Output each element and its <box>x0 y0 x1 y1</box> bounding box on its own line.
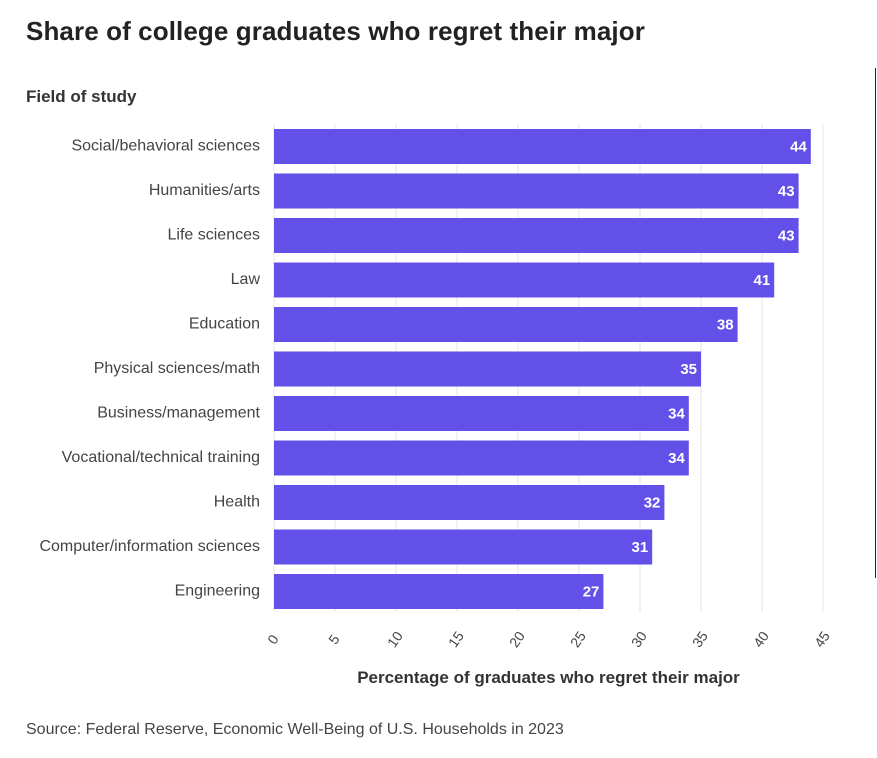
bar <box>274 440 689 476</box>
value-labels: 44 43 43 41 38 35 34 34 32 31 27 <box>583 138 808 600</box>
category-label: Education <box>189 316 260 333</box>
x-tick-labels: 0 5 10 15 20 25 30 35 40 45 <box>264 628 833 650</box>
value-label: 27 <box>583 583 600 600</box>
bar <box>274 351 701 387</box>
value-label: 43 <box>778 227 795 244</box>
bar <box>274 173 799 209</box>
bar <box>274 262 775 298</box>
bar <box>274 485 665 520</box>
x-tick-label: 5 <box>325 631 343 647</box>
x-tick-label: 0 <box>264 631 282 647</box>
category-label: Business/management <box>97 405 260 422</box>
category-label: Humanities/arts <box>149 182 260 199</box>
category-label: Computer/information sciences <box>39 538 260 555</box>
bar <box>274 218 799 253</box>
bar <box>274 129 811 164</box>
value-label: 32 <box>644 494 661 511</box>
value-label: 41 <box>754 272 771 289</box>
category-labels: Social/behavioral sciences Humanities/art… <box>39 138 260 600</box>
category-label: Law <box>231 271 261 288</box>
category-label: Vocational/technical training <box>62 449 260 466</box>
category-label: Life sciences <box>168 227 261 244</box>
bar <box>274 396 689 431</box>
bar <box>274 574 604 609</box>
x-axis-title: Percentage of graduates who regret their… <box>357 668 740 687</box>
frame-edge <box>875 68 876 578</box>
bars <box>274 129 811 609</box>
x-tick-label: 15 <box>445 628 467 650</box>
x-tick-label: 35 <box>689 628 711 650</box>
x-tick-label: 10 <box>384 628 406 650</box>
value-label: 34 <box>668 405 685 422</box>
x-tick-label: 30 <box>628 628 650 650</box>
value-label: 43 <box>778 183 795 200</box>
y-axis-heading: Field of study <box>26 87 137 106</box>
x-tick-label: 40 <box>750 628 772 650</box>
bar <box>274 307 738 342</box>
value-label: 34 <box>668 450 685 467</box>
x-tick-label: 45 <box>811 628 833 650</box>
value-label: 44 <box>790 138 807 155</box>
source-note: Source: Federal Reserve, Economic Well-B… <box>26 721 564 738</box>
value-label: 31 <box>632 539 649 556</box>
category-label: Health <box>214 494 260 511</box>
x-tick-label: 25 <box>567 628 589 650</box>
value-label: 35 <box>680 361 697 378</box>
value-label: 38 <box>717 316 734 333</box>
bar <box>274 529 653 565</box>
category-label: Physical sciences/math <box>94 360 260 377</box>
category-label: Engineering <box>175 583 260 600</box>
x-tick-label: 20 <box>506 628 528 650</box>
chart-title: Share of college graduates who regret th… <box>26 16 645 46</box>
category-label: Social/behavioral sciences <box>71 138 260 155</box>
